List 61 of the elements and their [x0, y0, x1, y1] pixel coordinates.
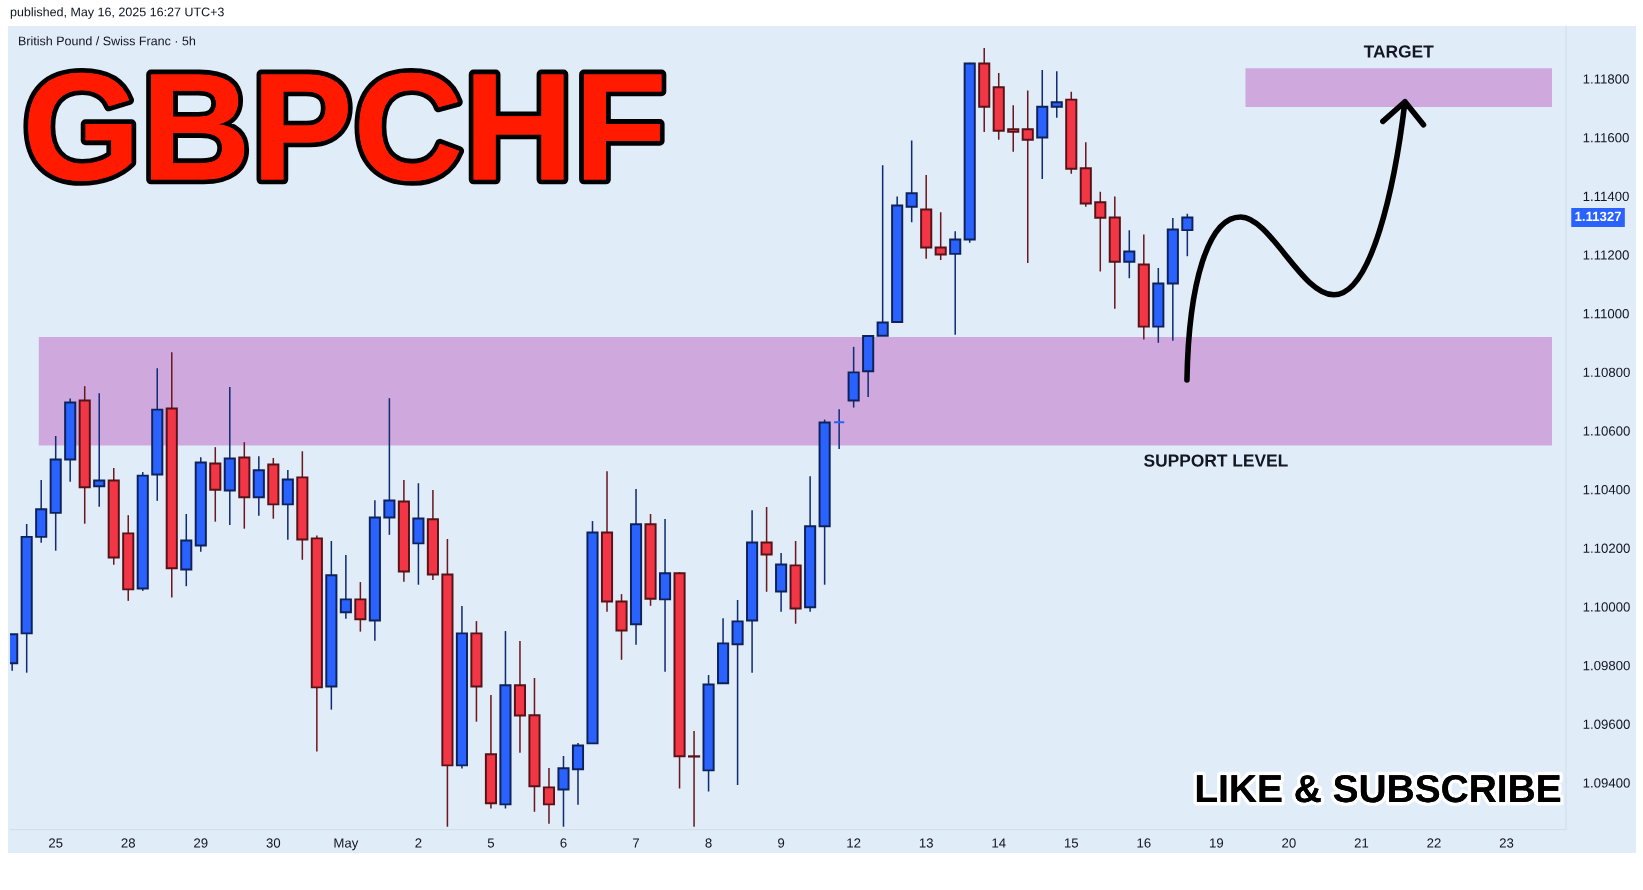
- x-tick-label: 30: [266, 838, 281, 848]
- y-tick-label: 1.10800: [1583, 367, 1630, 377]
- candlestick: [1050, 70, 1063, 119]
- candlestick: [542, 767, 556, 825]
- candlestick: [354, 581, 367, 633]
- x-tick-label: 5: [487, 838, 495, 848]
- y-tick-label: 1.11200: [1583, 250, 1629, 260]
- x-tick-label: 7: [633, 838, 640, 848]
- text: British Pound / Swiss Franc · 5h: [19, 36, 196, 46]
- band-label: TARGET: [1363, 45, 1434, 58]
- y-tick-label: 1.11000: [1583, 308, 1629, 319]
- candlestick: [905, 139, 918, 223]
- candlestick: [760, 506, 773, 593]
- x-tick-label: 21: [1354, 838, 1369, 848]
- candlestick: [1094, 190, 1107, 273]
- candlestick: [383, 397, 396, 536]
- y-tick-label: 1.10400: [1583, 484, 1630, 495]
- y-tick-label: 1.09800: [1583, 660, 1630, 671]
- x-tick-label: 9: [778, 838, 785, 848]
- band-label: SUPPORT LEVEL: [1144, 454, 1288, 467]
- x-tick-label: 8: [705, 838, 712, 848]
- candlestick: [833, 408, 846, 450]
- candlestick: [876, 164, 889, 337]
- candlestick: [1021, 89, 1034, 264]
- candlestick: [731, 599, 744, 786]
- candlestick: [1123, 229, 1136, 279]
- candlestick: [949, 230, 962, 336]
- y-tick-label: 1.11400: [1583, 191, 1629, 202]
- candlestick: [557, 755, 570, 828]
- y-tick-label: 1.10200: [1583, 543, 1630, 553]
- y-tick-label: 1.10000: [1583, 602, 1630, 612]
- candlestick: [1181, 212, 1194, 257]
- candlestick: [571, 742, 585, 806]
- annotation: LIKE & SUBSCRIBE: [1196, 774, 1561, 803]
- y-tick-label: 1.10600: [1583, 426, 1630, 436]
- y-tick-label: 1.11600: [1583, 133, 1629, 143]
- x-tick-label: 20: [1282, 838, 1296, 848]
- y-tick-label: 1.09400: [1583, 778, 1630, 788]
- candlestick: [1007, 104, 1020, 153]
- x-tick-label: 19: [1210, 838, 1224, 848]
- x-tick-label: 15: [1064, 838, 1079, 848]
- x-tick-label: 16: [1137, 838, 1151, 848]
- x-tick-label: 29: [194, 838, 208, 848]
- x-tick-label: 25: [49, 838, 63, 848]
- text: 1.11327: [1575, 211, 1621, 222]
- x-tick-label: 6: [560, 838, 567, 848]
- y-tick-label: 1.11800: [1583, 74, 1629, 84]
- candlestick: [93, 392, 106, 508]
- candlestick: [688, 730, 701, 828]
- x-tick-label: 23: [1499, 838, 1514, 848]
- x-tick-label: 28: [121, 838, 136, 848]
- x-tick-label: 2: [415, 838, 422, 848]
- x-tick-label: 22: [1427, 838, 1441, 848]
- text: published, May 16, 2025 16:27 UTC+3: [10, 7, 224, 19]
- x-tick-label: 14: [992, 838, 1006, 848]
- candlestick: [934, 211, 947, 261]
- candlestick: [339, 554, 352, 620]
- y-tick-label: 1.09600: [1583, 719, 1630, 729]
- x-tick-label: May: [334, 838, 359, 851]
- x-tick-label: 12: [847, 838, 861, 848]
- x-tick-label: 13: [919, 838, 933, 848]
